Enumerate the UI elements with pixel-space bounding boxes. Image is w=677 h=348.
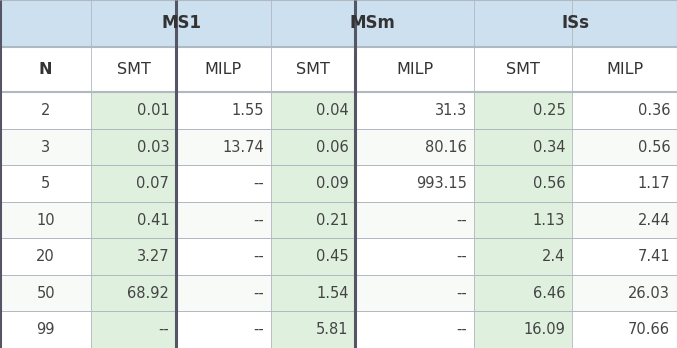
- Bar: [271, 92, 355, 129]
- Text: 0.41: 0.41: [137, 213, 169, 228]
- Text: 0.09: 0.09: [316, 176, 349, 191]
- Text: 26.03: 26.03: [628, 286, 670, 301]
- Bar: [0, 238, 677, 275]
- Text: 1.17: 1.17: [638, 176, 670, 191]
- Bar: [91, 129, 176, 165]
- Text: 0.04: 0.04: [316, 103, 349, 118]
- Text: 0.25: 0.25: [533, 103, 565, 118]
- Bar: [0, 202, 677, 238]
- Bar: [91, 92, 176, 129]
- Text: 0.45: 0.45: [316, 249, 349, 264]
- Text: 0.36: 0.36: [638, 103, 670, 118]
- Text: 0.56: 0.56: [533, 176, 565, 191]
- Text: SMT: SMT: [296, 62, 330, 77]
- Text: 0.01: 0.01: [137, 103, 169, 118]
- Bar: [91, 165, 176, 202]
- Text: 0.21: 0.21: [316, 213, 349, 228]
- Text: --: --: [456, 322, 467, 337]
- Text: 3: 3: [41, 140, 50, 155]
- Text: 99: 99: [37, 322, 55, 337]
- Bar: [474, 165, 572, 202]
- Bar: [271, 165, 355, 202]
- Text: 16.09: 16.09: [523, 322, 565, 337]
- Bar: [474, 202, 572, 238]
- Bar: [0, 92, 677, 129]
- Bar: [271, 238, 355, 275]
- Text: 0.03: 0.03: [137, 140, 169, 155]
- Text: SMT: SMT: [506, 62, 540, 77]
- Text: --: --: [158, 322, 169, 337]
- Text: 0.07: 0.07: [136, 176, 169, 191]
- Text: MS1: MS1: [161, 15, 201, 32]
- Bar: [0, 129, 677, 165]
- Text: 80.16: 80.16: [425, 140, 467, 155]
- Text: 13.74: 13.74: [222, 140, 264, 155]
- Bar: [0, 275, 677, 311]
- Bar: [474, 92, 572, 129]
- Text: N: N: [39, 62, 52, 77]
- Bar: [0, 94, 677, 139]
- Bar: [91, 311, 176, 348]
- Bar: [474, 238, 572, 275]
- Bar: [91, 202, 176, 238]
- Text: 1.54: 1.54: [316, 286, 349, 301]
- Bar: [474, 129, 572, 165]
- Bar: [0, 165, 677, 202]
- Text: 0.34: 0.34: [533, 140, 565, 155]
- Bar: [271, 202, 355, 238]
- Text: MSm: MSm: [349, 15, 395, 32]
- Bar: [91, 238, 176, 275]
- Text: --: --: [456, 213, 467, 228]
- Text: 0.56: 0.56: [638, 140, 670, 155]
- Text: 70.66: 70.66: [628, 322, 670, 337]
- Text: 3.27: 3.27: [137, 249, 169, 264]
- Text: MILP: MILP: [205, 62, 242, 77]
- Text: --: --: [253, 213, 264, 228]
- Bar: [91, 275, 176, 311]
- Bar: [0, 0, 677, 47]
- Text: 6.46: 6.46: [533, 286, 565, 301]
- Bar: [474, 311, 572, 348]
- Text: 993.15: 993.15: [416, 176, 467, 191]
- Text: --: --: [456, 286, 467, 301]
- Text: --: --: [253, 322, 264, 337]
- Text: 20: 20: [37, 249, 55, 264]
- Text: 1.13: 1.13: [533, 213, 565, 228]
- Text: 10: 10: [37, 213, 55, 228]
- Text: 31.3: 31.3: [435, 103, 467, 118]
- Bar: [271, 129, 355, 165]
- Text: SMT: SMT: [116, 62, 151, 77]
- Text: 68.92: 68.92: [127, 286, 169, 301]
- Text: 7.41: 7.41: [638, 249, 670, 264]
- Text: ISs: ISs: [561, 15, 590, 32]
- Text: 5.81: 5.81: [316, 322, 349, 337]
- Text: --: --: [253, 286, 264, 301]
- Bar: [271, 311, 355, 348]
- Text: 1.55: 1.55: [232, 103, 264, 118]
- Text: 0.06: 0.06: [316, 140, 349, 155]
- Bar: [271, 275, 355, 311]
- Text: 50: 50: [37, 286, 55, 301]
- Text: 2.44: 2.44: [638, 213, 670, 228]
- Text: MILP: MILP: [606, 62, 643, 77]
- Bar: [0, 311, 677, 348]
- Text: --: --: [253, 176, 264, 191]
- Bar: [474, 275, 572, 311]
- Text: MILP: MILP: [396, 62, 433, 77]
- Text: 2: 2: [41, 103, 50, 118]
- Text: 2.4: 2.4: [542, 249, 565, 264]
- Text: --: --: [253, 249, 264, 264]
- Text: 5: 5: [41, 176, 50, 191]
- Text: --: --: [456, 249, 467, 264]
